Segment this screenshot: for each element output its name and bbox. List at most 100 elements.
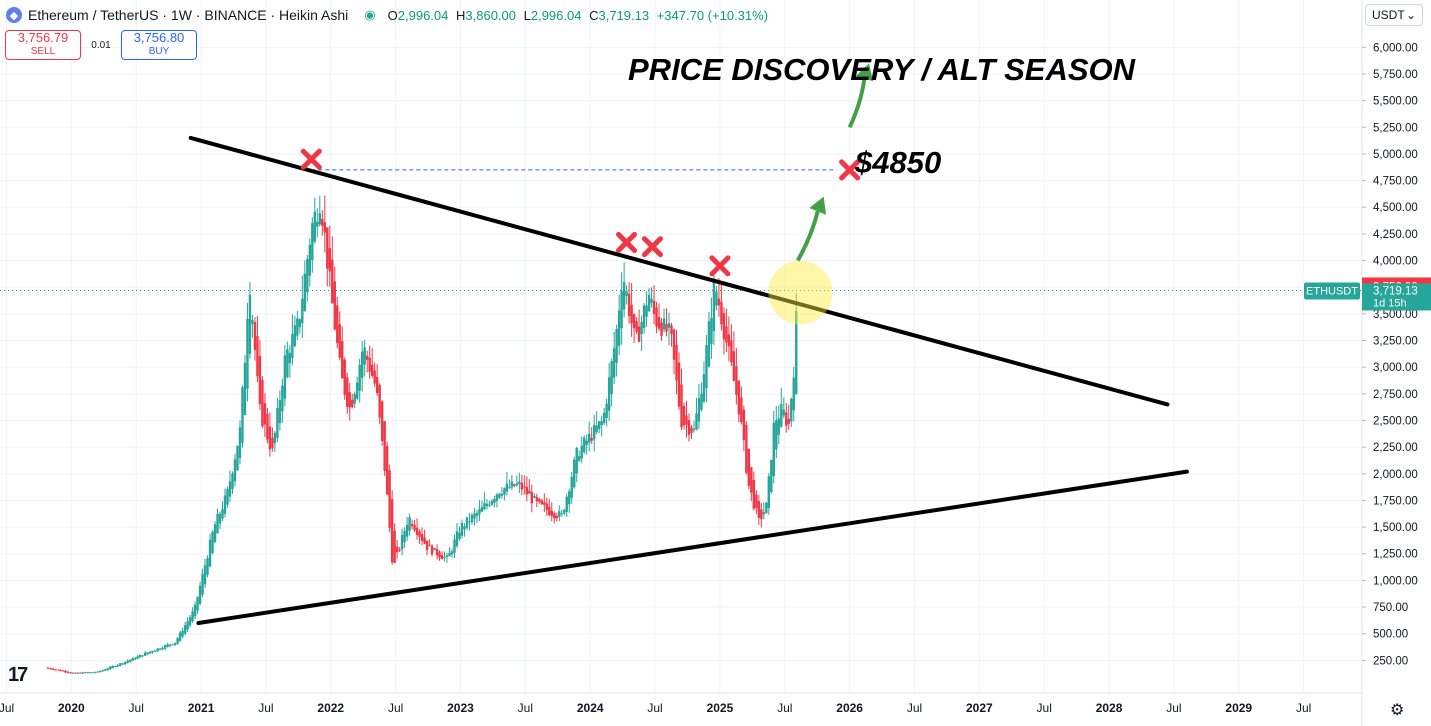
candle-body xyxy=(385,446,389,495)
candle-body xyxy=(652,300,656,315)
candle-body xyxy=(700,393,703,410)
candle-body xyxy=(201,573,204,595)
candle-body xyxy=(281,385,284,412)
currency-select[interactable]: USDT ⌄ xyxy=(1365,4,1423,26)
y-tick-label: 500.00 xyxy=(1373,629,1408,641)
candle-body xyxy=(114,666,117,668)
candle-body xyxy=(760,509,763,520)
candle-body xyxy=(153,650,157,652)
candle-body xyxy=(423,537,426,544)
rejection-x-mark[interactable] xyxy=(709,255,731,277)
candle-body xyxy=(143,652,147,656)
rejection-x-mark[interactable] xyxy=(839,159,861,181)
candle-body xyxy=(236,445,239,471)
candle-body xyxy=(722,313,726,340)
y-tick-label: 1,500.00 xyxy=(1373,522,1418,534)
buy-button[interactable]: 3,756.80 BUY xyxy=(121,30,197,60)
candle-body xyxy=(261,380,264,427)
candle-body xyxy=(66,671,70,673)
candle-body xyxy=(463,526,466,530)
candle-body xyxy=(742,409,746,441)
candle-body xyxy=(465,517,469,528)
candle-body xyxy=(620,290,623,329)
target-annotation[interactable]: $4850 xyxy=(854,145,941,180)
trendline-upper-resistance[interactable] xyxy=(188,135,1170,407)
candle-body xyxy=(732,351,736,381)
candle-body xyxy=(203,565,207,585)
candle-body xyxy=(667,323,671,328)
visibility-eye-icon[interactable]: ◉ xyxy=(364,7,376,22)
candle-body xyxy=(622,282,626,310)
symbol-title[interactable]: Ethereum / TetherUS · 1W · BINANCE · Hei… xyxy=(28,7,349,23)
y-tick-label: 1,000.00 xyxy=(1373,575,1418,587)
y-tick-label: 750.00 xyxy=(1373,602,1408,614)
candle-body xyxy=(89,672,92,674)
candle-body xyxy=(226,488,229,505)
ethereum-icon[interactable]: ◆ xyxy=(6,7,22,23)
trendline-lower-support[interactable] xyxy=(196,469,1189,626)
rejection-x-mark[interactable] xyxy=(641,236,663,258)
candle-body xyxy=(183,625,187,634)
y-tick-label: 250.00 xyxy=(1373,655,1408,667)
candle-body xyxy=(635,321,638,332)
candle-body xyxy=(475,512,479,517)
ticker-tag xyxy=(1304,282,1360,300)
candle-body xyxy=(408,517,411,531)
candle-body xyxy=(433,547,436,551)
candle-body xyxy=(106,668,109,671)
candle-body xyxy=(543,502,546,505)
candle-body xyxy=(158,648,162,650)
candle-body xyxy=(712,280,716,331)
gear-icon[interactable]: ⚙ xyxy=(1390,702,1405,719)
y-tick-label: 6,000.00 xyxy=(1373,42,1418,54)
candle-body xyxy=(241,387,244,443)
candle-body xyxy=(605,403,608,418)
x-tick-label: 2024 xyxy=(577,701,604,715)
x-tick-label: 2025 xyxy=(707,701,734,715)
candle-body xyxy=(450,551,454,555)
upward-arrow-head[interactable] xyxy=(855,63,874,82)
candle-body xyxy=(336,305,339,344)
upward-arrow-shaft[interactable] xyxy=(796,210,820,262)
candle-body xyxy=(690,427,693,433)
candle-body xyxy=(445,555,449,558)
candle-body xyxy=(675,344,678,381)
upward-arrow-shaft[interactable] xyxy=(847,78,867,129)
candle-body xyxy=(757,501,761,518)
sell-button[interactable]: 3,756.79 SELL xyxy=(5,30,81,60)
candle-body xyxy=(610,361,613,395)
breakout-highlight-circle[interactable] xyxy=(768,260,833,325)
candle-body xyxy=(363,347,366,365)
x-tick-label: Jul xyxy=(647,701,662,715)
x-tick-label: 2021 xyxy=(188,701,215,715)
candle-body xyxy=(533,495,536,498)
candle-body xyxy=(228,481,232,497)
candle-body xyxy=(548,506,551,516)
candle-body xyxy=(331,259,334,304)
headline-annotation[interactable]: PRICE DISCOVERY / ALT SEASON xyxy=(628,52,1136,87)
candle-body xyxy=(428,545,431,547)
rejection-x-mark[interactable] xyxy=(616,231,638,253)
upward-arrow-head[interactable] xyxy=(809,196,827,215)
candle-body xyxy=(680,384,683,428)
candle-body xyxy=(602,412,606,424)
candle-body xyxy=(697,398,701,422)
candle-body xyxy=(321,218,324,226)
candle-body xyxy=(168,644,172,646)
y-tick-label: 4,500.00 xyxy=(1373,202,1418,214)
rejection-x-mark[interactable] xyxy=(300,148,322,170)
x-tick-label: Jul xyxy=(388,701,403,715)
candle-body xyxy=(303,273,307,311)
candle-body xyxy=(56,669,60,671)
y-tick-label: 2,750.00 xyxy=(1373,389,1418,401)
time-axis[interactable] xyxy=(0,693,1362,726)
candle-body xyxy=(104,669,107,671)
candle-body xyxy=(695,413,698,430)
price-axis[interactable] xyxy=(1362,0,1431,726)
candle-body xyxy=(607,377,611,411)
candle-body xyxy=(211,531,214,554)
candle-body xyxy=(627,293,631,316)
candle-body xyxy=(253,322,257,350)
candle-body xyxy=(398,549,401,551)
